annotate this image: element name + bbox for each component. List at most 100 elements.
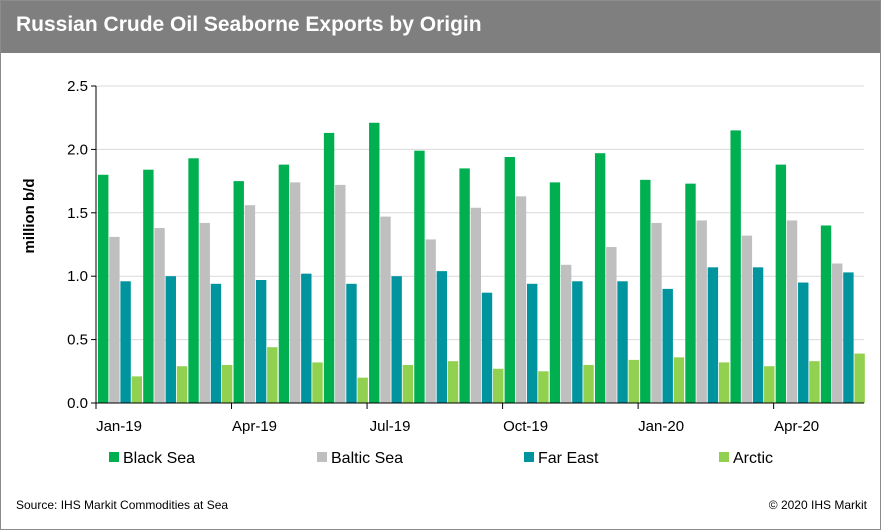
title-bar: Russian Crude Oil Seaborne Exports by Or…: [1, 1, 880, 53]
bar-black-sea: [504, 157, 515, 403]
legend-label: Far East: [538, 450, 599, 467]
bar-far-east: [617, 281, 628, 403]
bar-black-sea: [188, 158, 199, 403]
y-tick-label: 0.5: [67, 332, 88, 349]
legend-label: Black Sea: [123, 450, 195, 467]
bar-arctic: [538, 371, 549, 403]
chart-plot: 0.0 0.5 1.0 1.5 2.0 2.5 Jan-19 Apr-19 Jul-19 Oct…: [21, 78, 865, 467]
bar-baltic-sea: [425, 239, 436, 403]
bar-far-east: [572, 281, 583, 403]
bar-baltic-sea: [244, 205, 256, 403]
x-tick-label: Jan-19: [96, 418, 142, 435]
bar-black-sea: [459, 168, 470, 403]
bar-arctic: [764, 366, 775, 403]
bar-arctic: [131, 376, 142, 403]
bar-far-east: [526, 283, 538, 403]
legend-swatch: [317, 452, 327, 462]
bar-black-sea: [594, 153, 606, 403]
bar-black-sea: [820, 225, 832, 403]
bar-black-sea: [233, 181, 244, 403]
bar-black-sea: [640, 179, 651, 403]
x-tick-labels: Jan-19 Apr-19 Jul-19 Oct-19 Jan-20 Apr-20: [96, 418, 819, 435]
y-tick-label: 1.0: [67, 268, 88, 285]
source-note: Source: IHS Markit Commodities at Sea: [16, 498, 229, 512]
legend-swatch: [524, 452, 534, 462]
bar-black-sea: [98, 174, 109, 403]
bar-baltic-sea: [470, 207, 482, 403]
bar-arctic: [583, 364, 594, 403]
bar-black-sea: [414, 150, 425, 403]
bar-arctic: [628, 359, 639, 403]
bar-arctic: [312, 362, 323, 403]
legend-label: Baltic Sea: [331, 450, 403, 467]
bar-black-sea: [549, 182, 561, 403]
bar-arctic: [267, 347, 278, 403]
bar-far-east: [798, 282, 809, 403]
legend: Black Sea Baltic Sea Far East Arctic: [109, 450, 773, 467]
bar-far-east: [481, 292, 493, 403]
bar-baltic-sea: [651, 222, 662, 403]
bar-far-east: [210, 283, 222, 403]
bar-black-sea: [323, 132, 335, 404]
bar-arctic: [854, 353, 865, 403]
bar-far-east: [391, 276, 402, 403]
y-tick-label: 2.0: [67, 141, 88, 158]
bar-baltic-sea: [515, 196, 527, 403]
bar-baltic-sea: [154, 228, 165, 403]
y-tick-labels: 0.0 0.5 1.0 1.5 2.0 2.5: [67, 78, 88, 412]
bar-arctic: [447, 361, 459, 403]
bar-baltic-sea: [335, 184, 346, 403]
copyright-note: © 2020 IHS Markit: [768, 498, 867, 512]
bar-black-sea: [775, 164, 787, 403]
bar-far-east: [346, 283, 357, 403]
bar-black-sea: [369, 122, 380, 404]
y-tick-label: 1.5: [67, 205, 88, 222]
bar-baltic-sea: [606, 247, 617, 403]
bar-arctic: [357, 377, 368, 403]
bar-arctic: [176, 366, 188, 403]
bar-arctic: [402, 364, 414, 403]
y-tick-label: 2.5: [67, 78, 88, 95]
legend-swatch: [109, 452, 119, 462]
bar-baltic-sea: [696, 220, 707, 403]
bar-far-east: [662, 288, 673, 403]
bar-far-east: [707, 267, 719, 403]
bar-far-east: [165, 276, 176, 403]
legend-swatch: [719, 452, 729, 462]
bar-far-east: [301, 273, 312, 403]
axes: [91, 85, 864, 409]
x-tick-label: Apr-19: [232, 418, 277, 435]
bar-black-sea: [685, 183, 696, 403]
bar-baltic-sea: [832, 263, 843, 403]
bar-black-sea: [730, 130, 741, 403]
bar-arctic: [673, 357, 685, 403]
chart-title: Russian Crude Oil Seaborne Exports by Or…: [16, 13, 482, 36]
x-tick-label: Jan-20: [638, 418, 684, 435]
y-tick-label: 0.0: [67, 395, 88, 412]
x-tick-label: Apr-20: [774, 418, 819, 435]
bar-baltic-sea: [560, 264, 572, 403]
bar-baltic-sea: [199, 222, 210, 403]
bar-arctic: [809, 361, 820, 403]
bar-arctic: [718, 362, 730, 403]
bar-far-east: [120, 281, 131, 403]
bar-black-sea: [278, 164, 290, 403]
x-tick-label: Oct-19: [503, 418, 548, 435]
bar-far-east: [255, 280, 267, 403]
bar-far-east: [752, 267, 764, 403]
x-tick-label: Jul-19: [370, 418, 411, 435]
bar-far-east: [843, 272, 854, 403]
bar-arctic: [221, 364, 233, 403]
y-axis-label: million b/d: [21, 179, 38, 254]
bar-baltic-sea: [289, 182, 301, 403]
bar-far-east: [436, 271, 448, 403]
legend-label: Arctic: [733, 450, 773, 467]
bar-baltic-sea: [109, 236, 120, 403]
bars: [98, 122, 865, 404]
bar-baltic-sea: [786, 220, 798, 403]
bar-baltic-sea: [741, 235, 753, 403]
bar-black-sea: [143, 169, 154, 403]
bar-baltic-sea: [380, 216, 391, 403]
bar-arctic: [493, 368, 504, 403]
